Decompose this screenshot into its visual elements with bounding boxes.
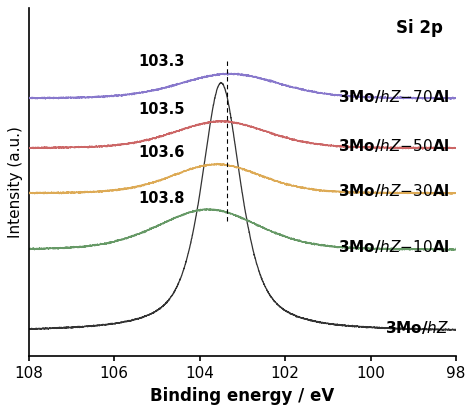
Text: 103.3: 103.3	[138, 54, 185, 69]
Text: $\mathregular{3Mo/}$$\it{hZ}$$\it{-50}$$\mathregular{Al}$: $\mathregular{3Mo/}$$\it{hZ}$$\it{-50}$$…	[338, 137, 449, 154]
Text: $\mathregular{3Mo/}$$\it{hZ}$: $\mathregular{3Mo/}$$\it{hZ}$	[385, 319, 449, 336]
Text: Si 2p: Si 2p	[396, 19, 443, 37]
Text: 103.8: 103.8	[138, 191, 185, 206]
Text: $\mathregular{3Mo/}$$\it{hZ}$$\it{-30}$$\mathregular{Al}$: $\mathregular{3Mo/}$$\it{hZ}$$\it{-30}$$…	[338, 183, 449, 199]
X-axis label: Binding energy / eV: Binding energy / eV	[150, 387, 335, 405]
Text: $\mathregular{3Mo/}$$\it{hZ}$$\it{-70}$$\mathregular{Al}$: $\mathregular{3Mo/}$$\it{hZ}$$\it{-70}$$…	[338, 88, 449, 104]
Y-axis label: Intensity (a.u.): Intensity (a.u.)	[9, 126, 23, 238]
Text: 103.6: 103.6	[138, 145, 185, 160]
Text: 103.5: 103.5	[138, 102, 185, 117]
Text: $\mathregular{3Mo/}$$\it{hZ}$$\it{-10}$$\mathregular{Al}$: $\mathregular{3Mo/}$$\it{hZ}$$\it{-10}$$…	[338, 238, 449, 255]
